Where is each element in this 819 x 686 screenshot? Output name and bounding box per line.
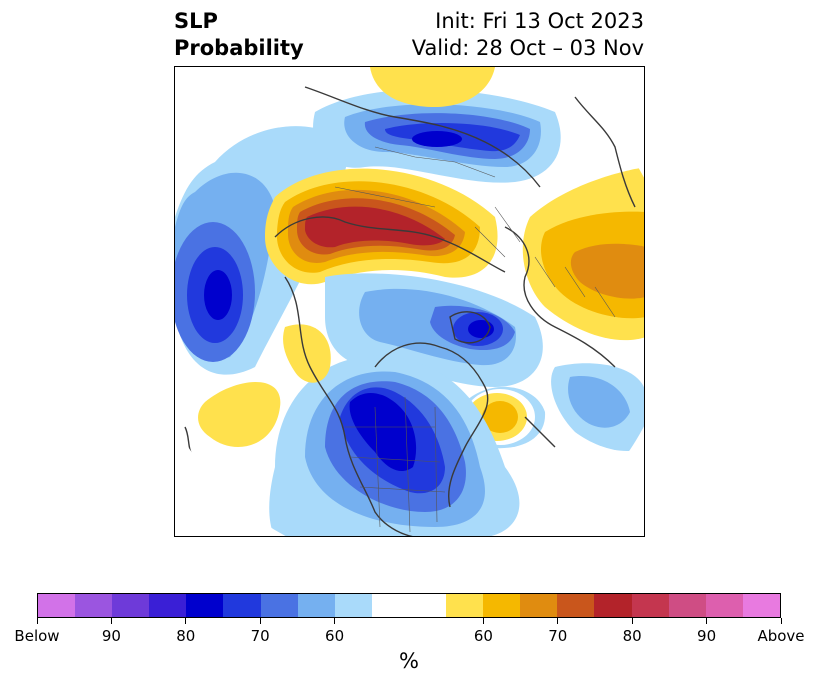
colorbar-tick	[334, 618, 336, 624]
anomaly-east-siberian-high	[265, 168, 498, 285]
colorbar-tick	[631, 618, 633, 624]
colorbar-unit: %	[399, 649, 419, 673]
colorbar-tick-label: 70	[548, 627, 568, 645]
colorbar-segment	[371, 594, 447, 617]
colorbar-tick	[259, 618, 261, 624]
colorbar-tick-label: 70	[250, 627, 270, 645]
colorbar	[37, 593, 781, 618]
colorbar-tick	[706, 618, 708, 624]
map-frame	[174, 66, 645, 537]
anomaly-north-america-low	[269, 355, 520, 536]
colorbar-tick	[110, 618, 112, 624]
date-block: Init: Fri 13 Oct 2023 Valid: 28 Oct – 03…	[412, 8, 644, 62]
colorbar-segment	[594, 594, 632, 617]
anomaly-alaska-high	[283, 324, 331, 383]
colorbar-segment	[557, 594, 595, 617]
colorbar-segment	[446, 594, 484, 617]
colorbar-segment	[742, 594, 780, 617]
colorbar-segment	[149, 594, 187, 617]
colorbar-segment	[483, 594, 521, 617]
anomaly-europe-high	[522, 167, 644, 341]
colorbar-segment	[260, 594, 298, 617]
colorbar-tick-label: 90	[101, 627, 121, 645]
colorbar-segment	[334, 594, 372, 617]
colorbar-segment	[38, 594, 76, 617]
coastlines	[184, 86, 636, 536]
anomaly-pacific-high	[198, 382, 281, 447]
colorbar-tick-label: 90	[697, 627, 717, 645]
colorbar-tick	[185, 618, 187, 624]
variable-title: SLP	[174, 9, 218, 33]
colorbar-segment	[75, 594, 113, 617]
colorbar-segment	[705, 594, 743, 617]
valid-range: Valid: 28 Oct – 03 Nov	[411, 36, 644, 60]
colorbar-tick	[482, 618, 484, 624]
colorbar-tick-label: 60	[325, 627, 345, 645]
colorbar-tick	[557, 618, 559, 624]
colorbar-tick-label: Below	[14, 627, 60, 645]
anomaly-arctic-high	[370, 67, 495, 107]
colorbar-tick	[780, 618, 782, 624]
colorbar-tick	[36, 618, 38, 624]
init-date: Init: Fri 13 Oct 2023	[435, 9, 644, 33]
colorbar-segment	[520, 594, 558, 617]
colorbar-segment	[631, 594, 669, 617]
colorbar-tick-label: 60	[473, 627, 493, 645]
colorbar-segment	[223, 594, 261, 617]
anomaly-canadian-low	[325, 273, 543, 387]
colorbar-segment	[297, 594, 335, 617]
colorbar-segment	[112, 594, 150, 617]
probability-map	[175, 67, 644, 536]
subtitle: Probability	[174, 36, 304, 60]
borders	[334, 146, 616, 533]
colorbar-tick-label: 80	[176, 627, 196, 645]
colorbar-tick-label: Above	[757, 627, 805, 645]
colorbar-segment	[668, 594, 706, 617]
colorbar-tick-label: 80	[622, 627, 642, 645]
colorbar-segment	[186, 594, 224, 617]
anomaly-east-atlantic-low	[551, 363, 644, 451]
chart-title: SLP Probability	[174, 8, 304, 62]
